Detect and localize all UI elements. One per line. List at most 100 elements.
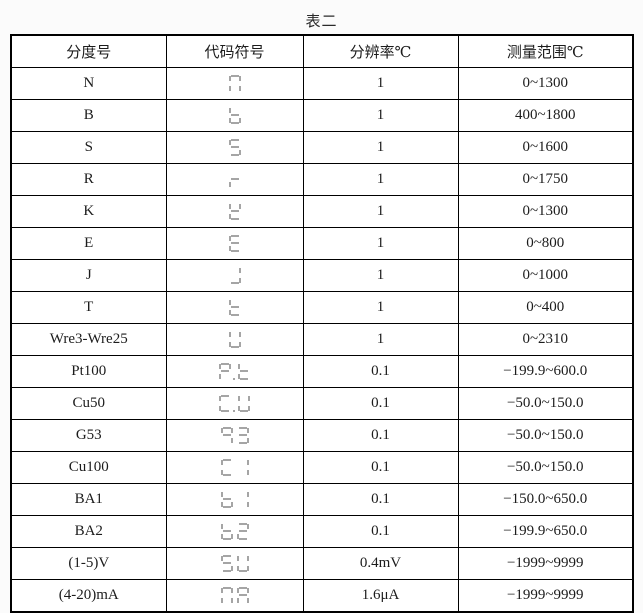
table-row: N 1 0~1300 — [10, 67, 634, 100]
seg-digit — [228, 107, 241, 124]
table-row: (1-5)V 0.4mV −1999~9999 — [10, 547, 634, 580]
seg-digit — [219, 395, 231, 412]
seg-digit — [236, 555, 249, 572]
resolution-cell: 1 — [302, 323, 459, 356]
code-symbol-cell — [165, 451, 304, 484]
graduation-cell: G53 — [10, 419, 167, 452]
range-cell: 0~1300 — [457, 67, 634, 100]
seg-digit — [228, 299, 241, 316]
range-cell: 0~1300 — [457, 195, 634, 228]
code-symbol-cell — [165, 355, 304, 388]
table-row: Cu50 0.1 −50.0~150.0 — [10, 387, 634, 420]
code-symbol-cell — [165, 579, 304, 613]
resolution-cell: 1 — [302, 131, 459, 164]
seg-digit — [220, 427, 233, 444]
seg-digit — [220, 555, 233, 572]
seven-segment-code-icon — [167, 75, 303, 92]
seg-digit — [220, 523, 233, 540]
range-cell: 0~1750 — [457, 163, 634, 196]
seg-digit — [237, 459, 249, 476]
table-row: J 1 0~1000 — [10, 259, 634, 292]
code-symbol-cell — [165, 483, 304, 516]
table-row: BA1 0.1 −150.0~650.0 — [10, 483, 634, 516]
col-header-resolution: 分辨率℃ — [302, 34, 459, 68]
table-row: S 1 0~1600 — [10, 131, 634, 164]
graduation-cell: Pt100 — [10, 355, 167, 388]
table-row: R 1 0~1750 — [10, 163, 634, 196]
resolution-cell: 1 — [302, 99, 459, 132]
seg-digit — [228, 171, 241, 188]
range-cell: 0~800 — [457, 227, 634, 260]
table-row: T 1 0~400 — [10, 291, 634, 324]
range-cell: −50.0~150.0 — [457, 387, 634, 420]
graduation-cell: R — [10, 163, 167, 196]
code-symbol-cell — [165, 99, 304, 132]
seg-digit — [229, 267, 241, 284]
range-cell: −199.9~650.0 — [457, 515, 634, 548]
graduation-cell: Wre3-Wre25 — [10, 323, 167, 356]
seven-segment-code-icon — [167, 459, 303, 476]
table-row: K 1 0~1300 — [10, 195, 634, 228]
code-symbol-cell — [165, 131, 304, 164]
col-header-code-symbol: 代码符号 — [165, 34, 304, 68]
graduation-cell: S — [10, 131, 167, 164]
code-symbol-cell — [165, 291, 304, 324]
code-symbol-cell — [165, 547, 304, 580]
range-cell: 0~2310 — [457, 323, 634, 356]
table-row: Wre3-Wre25 1 0~2310 — [10, 323, 634, 356]
range-cell: 0~400 — [457, 291, 634, 324]
seven-segment-code-icon — [167, 491, 303, 508]
seg-digit — [228, 235, 241, 252]
graduation-cell: B — [10, 99, 167, 132]
seven-segment-code-icon — [167, 427, 303, 444]
resolution-cell: 1.6μA — [302, 579, 459, 613]
code-symbol-cell — [165, 259, 304, 292]
graduation-cell: T — [10, 291, 167, 324]
resolution-cell: 1 — [302, 227, 459, 260]
seg-digit — [228, 203, 241, 220]
seven-segment-code-icon — [167, 555, 303, 572]
col-header-range: 测量范围℃ — [457, 34, 634, 68]
seg-digit — [220, 491, 233, 508]
graduation-cell: Cu50 — [10, 387, 167, 420]
code-symbol-cell — [165, 323, 304, 356]
resolution-cell: 0.1 — [302, 419, 459, 452]
range-cell: −1999~9999 — [457, 579, 634, 613]
seven-segment-code-icon — [167, 203, 303, 220]
seven-segment-code-icon — [167, 107, 303, 124]
col-header-graduation: 分度号 — [10, 34, 167, 68]
range-cell: −1999~9999 — [457, 547, 634, 580]
code-symbol-cell — [165, 419, 304, 452]
decimal-point-segment — [233, 410, 235, 412]
range-cell: −199.9~600.0 — [457, 355, 634, 388]
resolution-cell: 1 — [302, 259, 459, 292]
table-row: BA2 0.1 −199.9~650.0 — [10, 515, 634, 548]
graduation-cell: K — [10, 195, 167, 228]
seven-segment-code-icon — [167, 363, 303, 380]
resolution-cell: 0.1 — [302, 387, 459, 420]
table-body: N 1 0~1300 B 1 400~1800 S 1 0~1600 R 1 0~1750 K 1 0~13… — [10, 67, 634, 613]
seven-segment-code-icon — [167, 267, 303, 284]
seg-digit — [228, 139, 241, 156]
seg-digit — [236, 587, 249, 604]
seg-digit — [237, 491, 249, 508]
code-symbol-cell — [165, 515, 304, 548]
code-symbol-cell — [165, 67, 304, 100]
resolution-cell: 0.1 — [302, 355, 459, 388]
resolution-cell: 0.1 — [302, 483, 459, 516]
seven-segment-code-icon — [167, 139, 303, 156]
table-row: G53 0.1 −50.0~150.0 — [10, 419, 634, 452]
code-symbol-cell — [165, 387, 304, 420]
code-symbol-cell — [165, 195, 304, 228]
table-row: (4-20)mA 1.6μA −1999~9999 — [10, 579, 634, 613]
seg-digit — [238, 363, 250, 380]
code-symbol-cell — [165, 163, 304, 196]
resolution-cell: 1 — [302, 67, 459, 100]
seg-digit — [219, 363, 231, 380]
resolution-cell: 0.1 — [302, 451, 459, 484]
seg-digit — [220, 587, 233, 604]
resolution-cell: 1 — [302, 195, 459, 228]
range-cell: 400~1800 — [457, 99, 634, 132]
resolution-cell: 1 — [302, 163, 459, 196]
